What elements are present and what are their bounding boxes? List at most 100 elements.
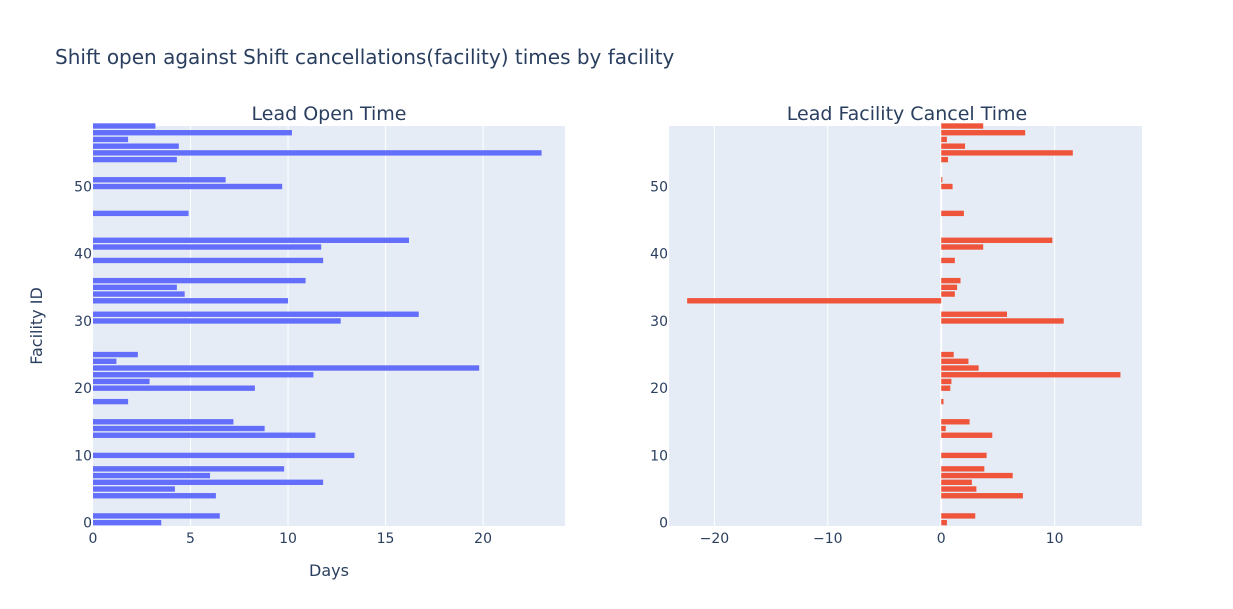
bar[interactable] — [93, 372, 314, 378]
bar[interactable] — [941, 136, 947, 143]
bar[interactable] — [93, 210, 189, 217]
bar[interactable] — [941, 398, 944, 405]
bar[interactable] — [93, 156, 177, 163]
bar[interactable] — [93, 277, 306, 284]
bar[interactable] — [93, 150, 542, 156]
bar[interactable] — [941, 486, 977, 492]
bar[interactable] — [941, 358, 969, 364]
bar[interactable] — [93, 123, 156, 129]
bar[interactable] — [93, 398, 129, 405]
y-tick-label: 10 — [74, 448, 92, 464]
subplot-title-cancel: Lead Facility Cancel Time — [787, 103, 1027, 125]
bar[interactable] — [687, 298, 942, 304]
bar[interactable] — [93, 419, 234, 425]
subplot-lead-facility-cancel-time: −20 −10 0 10 0 10 20 30 40 50 Lead Facility Canc… — [650, 103, 1142, 547]
bar[interactable] — [941, 210, 964, 217]
bar[interactable] — [93, 385, 255, 391]
bar[interactable] — [941, 493, 1023, 499]
bar[interactable] — [941, 123, 984, 129]
bar[interactable] — [941, 519, 947, 526]
bar[interactable] — [941, 378, 952, 385]
y-tick-label: 0 — [83, 516, 92, 532]
bar[interactable] — [93, 318, 341, 324]
bar[interactable] — [941, 472, 1013, 479]
bar[interactable] — [93, 466, 285, 472]
bar[interactable] — [941, 513, 976, 519]
bar[interactable] — [93, 130, 292, 136]
bar[interactable] — [93, 358, 117, 364]
y-ticks-open: 0 10 20 30 40 50 — [74, 180, 92, 532]
bar[interactable] — [93, 486, 175, 492]
bar[interactable] — [93, 479, 324, 485]
bar[interactable] — [941, 425, 946, 432]
bar[interactable] — [941, 183, 953, 190]
x-ticks-cancel: −20 −10 0 10 — [700, 531, 1064, 547]
x-tick-label: −10 — [813, 531, 843, 547]
y-axis-label: Facility ID — [27, 287, 46, 365]
bar[interactable] — [941, 372, 1121, 378]
bar[interactable] — [93, 311, 419, 317]
plot-area-open — [93, 126, 565, 526]
bar[interactable] — [93, 244, 322, 250]
bar[interactable] — [93, 513, 220, 519]
bar[interactable] — [941, 237, 1053, 243]
x-axis-label-open: Days — [309, 561, 349, 580]
bar[interactable] — [941, 466, 985, 472]
bar[interactable] — [93, 183, 283, 190]
bar[interactable] — [941, 311, 1008, 317]
y-ticks-cancel: 0 10 20 30 40 50 — [650, 180, 668, 532]
bar[interactable] — [941, 143, 966, 149]
bar[interactable] — [93, 177, 226, 183]
bar[interactable] — [941, 156, 949, 163]
bar[interactable] — [93, 291, 185, 297]
gridlines-open — [190, 126, 484, 526]
bar[interactable] — [941, 419, 970, 425]
bar[interactable] — [941, 432, 993, 438]
bar[interactable] — [93, 378, 150, 385]
y-tick-label: 30 — [650, 314, 668, 330]
x-tick-label: −20 — [700, 531, 730, 547]
x-tick-label: 20 — [474, 531, 492, 547]
bar[interactable] — [93, 351, 138, 358]
bar[interactable] — [93, 284, 177, 291]
bar[interactable] — [93, 472, 211, 479]
bar[interactable] — [941, 351, 954, 358]
y-tick-label: 50 — [74, 180, 92, 196]
subplot-lead-open-time: 0 5 10 15 20 0 10 20 30 40 50 Lead Open Time Days — [74, 103, 565, 580]
bar[interactable] — [941, 177, 943, 183]
bar[interactable] — [941, 365, 979, 371]
bar[interactable] — [93, 425, 265, 432]
bar[interactable] — [93, 298, 289, 304]
bar[interactable] — [93, 143, 179, 149]
bar[interactable] — [941, 150, 1073, 156]
bar[interactable] — [93, 452, 355, 459]
y-tick-label: 50 — [650, 180, 668, 196]
bar[interactable] — [941, 257, 955, 264]
bar[interactable] — [941, 277, 961, 284]
bar[interactable] — [93, 493, 216, 499]
bar[interactable] — [93, 432, 316, 438]
bar[interactable] — [93, 519, 162, 526]
bar[interactable] — [941, 244, 984, 250]
bar[interactable] — [941, 284, 958, 291]
y-tick-label: 0 — [659, 516, 668, 532]
bar[interactable] — [941, 479, 972, 485]
bar[interactable] — [941, 291, 955, 297]
bar[interactable] — [93, 136, 129, 143]
x-tick-label: 10 — [1046, 531, 1064, 547]
bar[interactable] — [93, 257, 324, 264]
subplot-title-open: Lead Open Time — [252, 103, 407, 125]
bar[interactable] — [941, 385, 951, 391]
bar[interactable] — [941, 318, 1064, 324]
y-tick-label: 20 — [74, 381, 92, 397]
bars-cancel — [687, 123, 1121, 526]
y-tick-label: 40 — [650, 247, 668, 263]
x-tick-label: 0 — [89, 531, 98, 547]
bar[interactable] — [941, 452, 987, 459]
y-tick-label: 20 — [650, 381, 668, 397]
bars-open — [93, 123, 542, 526]
bar[interactable] — [93, 365, 480, 371]
bar[interactable] — [941, 130, 1026, 136]
bar[interactable] — [93, 237, 409, 243]
